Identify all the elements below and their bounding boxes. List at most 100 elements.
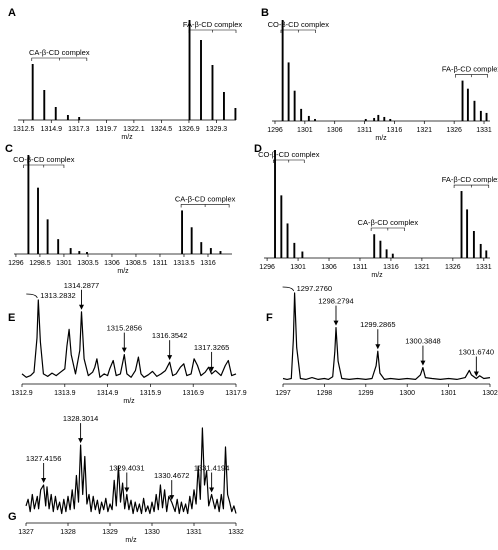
x-axis-label: m/z	[121, 134, 133, 141]
x-tick-label: 1301	[56, 260, 72, 267]
panel-letter: G	[8, 511, 17, 523]
label-arrow-head	[169, 495, 175, 501]
x-tick-label: 1306	[104, 260, 120, 267]
label-arrow-head	[167, 355, 173, 361]
complex-label: CA-β-CD complex	[175, 194, 236, 203]
x-tick-label: 1330	[144, 529, 160, 536]
x-tick-label: 1327	[18, 529, 34, 536]
x-tick-label: 1319.7	[96, 126, 118, 133]
x-axis-label: m/z	[117, 268, 129, 275]
x-tick-label: 1311	[152, 260, 167, 267]
panel-b: B 1296 1301 1306 1311 1316 1321 1326 1331 m/z CO-β…	[261, 7, 498, 142]
x-tick-label: 1317.9	[225, 390, 247, 397]
label-arrow	[282, 286, 294, 292]
complex-label: CA-β-CD complex	[29, 48, 90, 57]
label-arrow-head	[333, 320, 339, 326]
panel-letter: F	[266, 312, 273, 324]
x-tick-label: 1322.1	[123, 126, 145, 133]
label-arrow-head	[78, 438, 84, 444]
complex-label: CO-β-CD complex	[13, 155, 75, 164]
x-tick-label: 1298	[317, 390, 333, 397]
complex-label: CA-β-CD complex	[358, 218, 419, 227]
complex-label: FA-β-CD complex	[442, 65, 498, 74]
x-tick-label: 1316.9	[182, 390, 204, 397]
x-tick-label: 1313.9	[54, 390, 76, 397]
x-tick-label: 1321	[414, 264, 430, 271]
x-tick-label: 1314.9	[97, 390, 119, 397]
x-tick-label: 1302	[482, 390, 498, 397]
peak-mass-label: 1316.3542	[152, 331, 187, 340]
x-tick-label: 1301	[290, 264, 306, 271]
x-tick-label: 1308.5	[125, 260, 147, 267]
panel-e: E 1312.9 1313.9 1314.9 1315.9 1316.9 1317.9 m/z…	[8, 281, 247, 405]
spectrum-line	[282, 292, 491, 380]
panel-letter: D	[254, 143, 262, 155]
label-arrow-head	[209, 487, 215, 493]
x-tick-label: 1311	[352, 264, 367, 271]
x-axis-label: m/z	[375, 135, 387, 142]
x-tick-label: 1329	[102, 529, 118, 536]
spectrum-line	[25, 427, 237, 515]
peak-mass-label: 1315.2856	[107, 324, 142, 333]
peak-mass-label: 1299.2865	[360, 320, 395, 329]
x-tick-label: 1300	[399, 390, 415, 397]
label-arrow-head	[78, 304, 84, 310]
x-tick-label: 1312.9	[11, 390, 33, 397]
x-tick-label: 1313.5	[173, 260, 195, 267]
label-arrow-head	[124, 487, 130, 493]
panel-letter: E	[8, 312, 15, 324]
x-tick-label: 1297	[275, 390, 291, 397]
label-arrow	[26, 293, 38, 299]
x-tick-label: 1321	[417, 127, 433, 134]
x-tick-label: 1306	[327, 127, 343, 134]
peak-mass-label: 1313.2832	[40, 291, 75, 300]
x-tick-label: 1329.3	[206, 126, 228, 133]
peak-mass-label: 1327.4156	[26, 454, 61, 463]
complex-label: CO-β-CD complex	[258, 150, 320, 159]
x-tick-label: 1326	[446, 127, 462, 134]
label-arrow-head	[41, 478, 47, 483]
x-tick-label: 1324.5	[151, 126, 173, 133]
panel-d: D 1296 1301 1306 1311 1316 1321 1326 1331 m/z CO-β…	[254, 143, 498, 279]
x-tick-label: 1326	[445, 264, 461, 271]
x-tick-label: 1311	[357, 127, 372, 134]
x-tick-label: 1298.5	[29, 260, 51, 267]
x-tick-label: 1303.5	[77, 260, 99, 267]
peak-mass-label: 1330.4672	[154, 471, 189, 480]
panel-letter: C	[5, 143, 13, 155]
peak-mass-label: 1298.2794	[318, 297, 353, 306]
x-tick-label: 1328	[60, 529, 76, 536]
label-arrow-head	[420, 360, 426, 366]
complex-label: FA-β-CD complex	[442, 175, 498, 184]
panel-f: F 1297 1298 1299 1300 1301 1302 1297.2760 1298.2…	[266, 284, 498, 397]
panel-letter: B	[261, 7, 269, 19]
panel-a: A 1312.5 1314.9 1317.3 1319.7 1322.1 1324.5 132…	[8, 7, 242, 141]
peak-mass-label: 1314.2877	[64, 281, 99, 290]
peak-mass-label: 1300.3848	[405, 337, 440, 346]
peak-mass-label: 1317.3265	[194, 343, 229, 352]
x-tick-label: 1331	[476, 127, 492, 134]
x-tick-label: 1296	[267, 127, 283, 134]
label-arrow-head	[121, 347, 127, 353]
x-tick-label: 1299	[358, 390, 374, 397]
x-tick-label: 1332	[228, 529, 244, 536]
x-tick-label: 1306	[321, 264, 337, 271]
peak-mass-label: 1297.2760	[297, 284, 332, 293]
x-axis-label: m/z	[123, 398, 135, 405]
x-tick-label: 1326.9	[178, 126, 200, 133]
peak-mass-label: 1301.6740	[459, 348, 494, 357]
x-tick-label: 1312.5	[13, 126, 35, 133]
peak-mass-label: 1329.4031	[109, 464, 144, 473]
complex-label: FA-β-CD complex	[183, 20, 243, 29]
panel-c: C 1296 1298.5 1301 1303.5 1306 1308.5 1311 1313.…	[5, 143, 236, 275]
x-tick-label: 1316	[387, 127, 403, 134]
x-tick-label: 1331	[186, 529, 202, 536]
label-arrow-head	[209, 366, 215, 372]
x-tick-label: 1296	[8, 260, 24, 267]
x-tick-label: 1315.9	[140, 390, 162, 397]
label-arrow-head	[473, 371, 479, 377]
peak-mass-label: 1328.3014	[63, 414, 98, 423]
x-axis-label: m/z	[125, 537, 137, 544]
